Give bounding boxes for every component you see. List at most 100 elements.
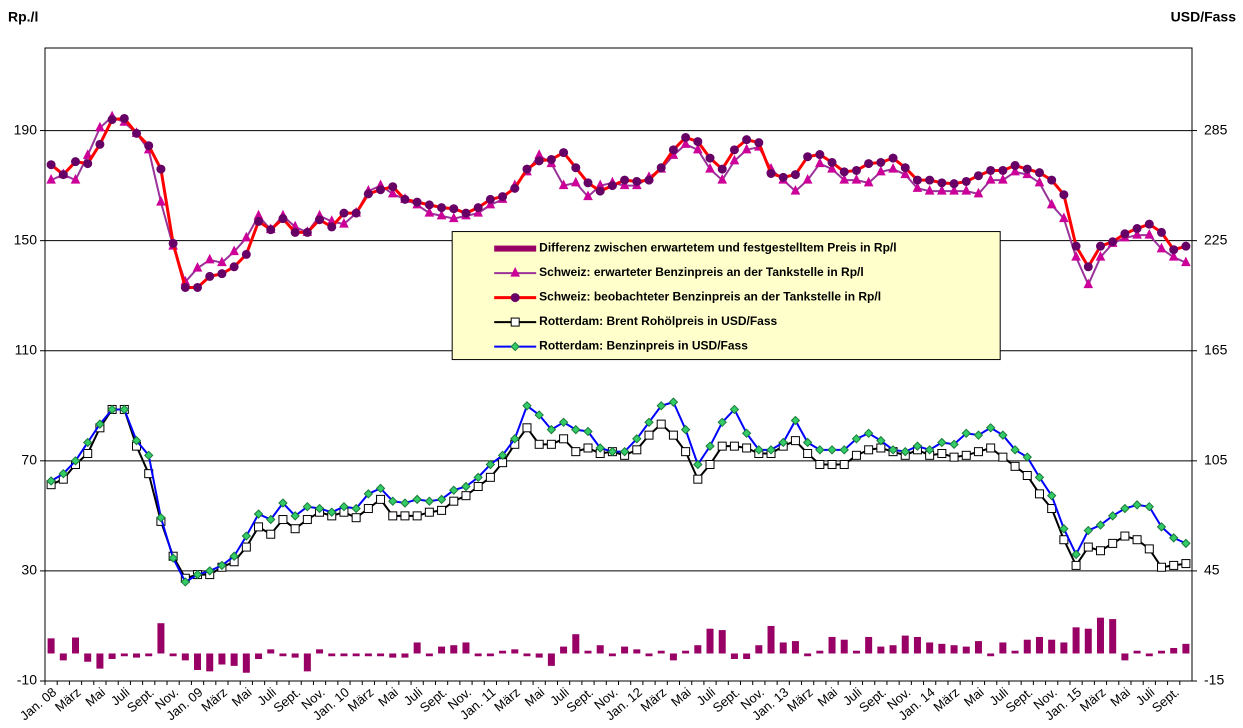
y2-tick-label: 105 — [1204, 452, 1228, 468]
marker — [83, 437, 93, 448]
marker — [570, 176, 581, 187]
bar — [413, 642, 421, 654]
marker — [473, 482, 483, 492]
bar — [779, 642, 787, 654]
marker — [876, 435, 886, 446]
marker — [1034, 472, 1045, 483]
bar — [547, 653, 555, 666]
marker — [924, 445, 935, 455]
marker — [510, 434, 520, 444]
marker — [546, 154, 556, 164]
marker — [1132, 500, 1142, 510]
x-tick-label: Mai — [814, 684, 840, 709]
marker — [83, 448, 93, 458]
marker — [912, 175, 922, 185]
marker — [156, 512, 166, 523]
marker — [229, 262, 239, 272]
bar — [999, 642, 1007, 654]
bar — [499, 650, 507, 654]
marker — [1169, 560, 1179, 570]
x-tick-label: März — [1077, 684, 1109, 714]
marker — [1010, 461, 1020, 471]
marker — [144, 450, 154, 461]
marker — [449, 485, 459, 495]
bar — [96, 653, 104, 669]
legend-box — [451, 231, 1001, 361]
marker — [229, 551, 239, 561]
marker — [424, 496, 435, 506]
marker — [1144, 219, 1154, 229]
marker — [1156, 242, 1167, 253]
marker — [973, 430, 984, 440]
marker — [876, 157, 886, 167]
marker — [985, 423, 996, 433]
marker — [778, 437, 788, 448]
marker — [693, 143, 703, 154]
marker — [46, 173, 56, 184]
bar — [669, 653, 677, 661]
marker — [1022, 471, 1032, 481]
marker — [510, 183, 520, 193]
marker — [644, 417, 654, 428]
marker — [95, 121, 105, 132]
marker — [729, 145, 739, 155]
marker — [1108, 237, 1118, 247]
marker — [1181, 538, 1191, 549]
marker — [705, 441, 715, 451]
y-tick-label: 110 — [15, 341, 38, 357]
marker — [912, 441, 923, 451]
marker — [144, 141, 154, 151]
marker — [400, 498, 410, 508]
marker — [1010, 165, 1020, 176]
marker — [314, 503, 325, 514]
marker — [290, 227, 300, 237]
marker — [839, 459, 849, 469]
bar — [72, 637, 80, 654]
marker — [241, 249, 251, 259]
marker — [351, 208, 361, 218]
marker — [1071, 241, 1081, 251]
bar — [572, 634, 580, 654]
marker — [1083, 278, 1094, 289]
marker — [937, 178, 947, 188]
y2-tick-label: 225 — [1204, 231, 1228, 247]
marker — [278, 214, 288, 224]
marker — [363, 504, 373, 514]
marker — [1132, 224, 1142, 234]
marker — [900, 446, 910, 457]
marker — [1083, 262, 1093, 272]
marker — [888, 162, 898, 173]
marker — [998, 430, 1008, 440]
marker — [754, 445, 764, 455]
bar — [145, 653, 153, 657]
marker — [1095, 546, 1105, 556]
marker — [497, 450, 508, 461]
marker — [851, 450, 861, 460]
marker — [1059, 535, 1069, 545]
marker — [241, 531, 252, 541]
legend-label: Rotterdam: Brent Rohölpreis in USD/Fass — [539, 314, 777, 328]
bar — [47, 638, 55, 654]
bar — [1157, 650, 1165, 654]
legend-marker — [510, 341, 520, 352]
marker — [827, 162, 837, 173]
bar — [340, 653, 348, 657]
marker — [803, 152, 813, 162]
bar — [364, 653, 372, 657]
bar — [1096, 617, 1104, 654]
bar — [450, 645, 458, 654]
marker — [619, 179, 630, 190]
bar — [901, 635, 909, 654]
bar — [657, 650, 665, 654]
marker — [388, 182, 398, 192]
marker — [949, 184, 959, 195]
marker — [632, 445, 642, 455]
marker — [1168, 533, 1179, 543]
marker — [351, 513, 361, 523]
marker — [1022, 452, 1032, 462]
plot-area — [44, 47, 1193, 682]
marker — [729, 154, 740, 165]
bar — [181, 653, 189, 661]
marker — [754, 138, 764, 148]
marker — [522, 164, 532, 174]
